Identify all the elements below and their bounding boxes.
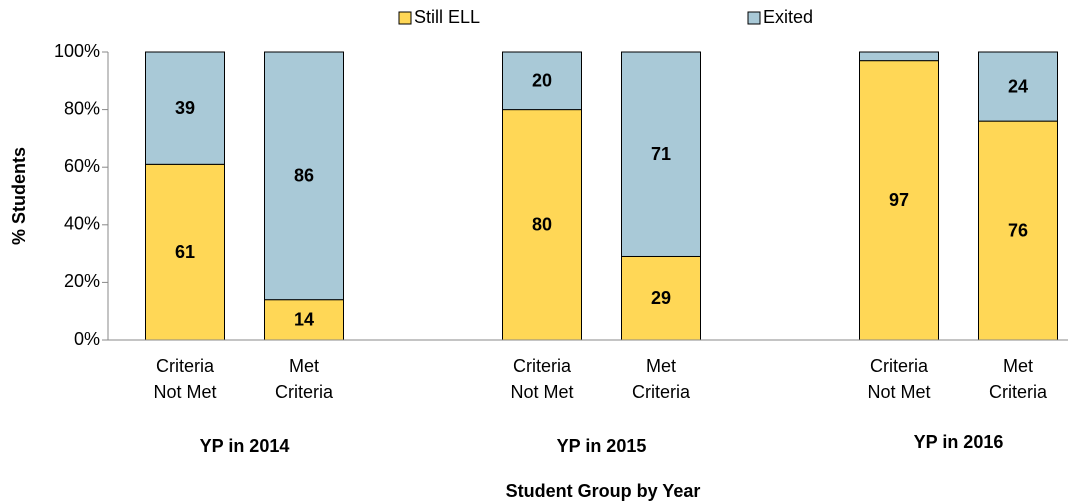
y-tick-label: 60% (64, 156, 100, 176)
x-tick-label: Criteria (632, 382, 691, 402)
bar-segment (264, 51, 344, 301)
bar-segment (621, 51, 701, 257)
x-tick-label: Criteria (513, 356, 572, 376)
bar-segment (859, 51, 939, 62)
y-tick-label: 40% (64, 214, 100, 234)
x-tick-label: Not Met (867, 382, 930, 402)
x-tick-label: Criteria (870, 356, 929, 376)
x-tick-label: Met (646, 356, 676, 376)
bar-segment (978, 120, 1058, 341)
y-tick-label: 80% (64, 98, 100, 118)
bar-segment (978, 51, 1058, 122)
legend-label: Exited (763, 7, 813, 27)
legend-label: Still ELL (414, 7, 480, 27)
data-label: 14 (294, 310, 314, 330)
data-label: 29 (651, 288, 671, 308)
bar-segment (502, 109, 582, 341)
bar-segment (145, 51, 225, 165)
data-label: 86 (294, 166, 314, 186)
data-label: 76 (1008, 220, 1028, 240)
x-tick-label: Met (1003, 356, 1033, 376)
data-label: 71 (651, 144, 671, 164)
x-axis-title: Student Group by Year (506, 481, 701, 501)
y-axis-title: % Students (9, 147, 29, 245)
x-tick-label: Criteria (989, 382, 1048, 402)
legend-swatch (747, 11, 761, 25)
y-tick-label: 20% (64, 271, 100, 291)
group-label: YP in 2015 (557, 436, 647, 456)
data-label: 39 (175, 98, 195, 118)
x-tick-label: Criteria (156, 356, 215, 376)
bar-segment (859, 60, 939, 341)
data-label: 97 (889, 190, 909, 210)
legend-swatch (398, 11, 412, 25)
data-label: 20 (532, 71, 552, 91)
bar-segment (621, 255, 701, 341)
x-tick-label: Met (289, 356, 319, 376)
x-tick-label: Not Met (153, 382, 216, 402)
data-label: 80 (532, 215, 552, 235)
x-tick-label: Not Met (510, 382, 573, 402)
group-label: YP in 2014 (200, 436, 290, 456)
data-label: 24 (1008, 76, 1028, 96)
y-tick-label: 0% (74, 329, 100, 349)
bar-segment (502, 51, 582, 111)
y-tick-label: 100% (54, 41, 100, 61)
x-tick-label: Criteria (275, 382, 334, 402)
bar-segment (264, 299, 344, 341)
data-label: 61 (175, 242, 195, 262)
group-label: YP in 2016 (914, 432, 1004, 452)
